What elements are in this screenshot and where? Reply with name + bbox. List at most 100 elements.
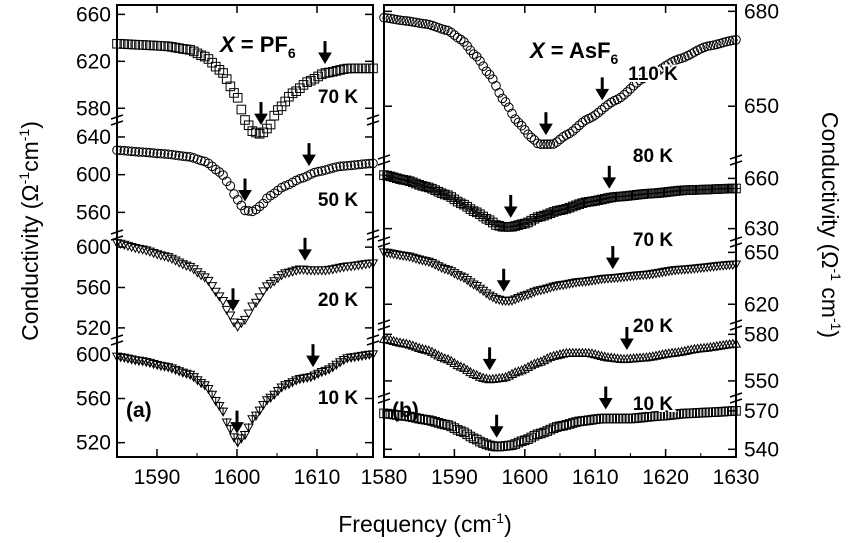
data-point bbox=[449, 30, 460, 40]
temperature-label: 110 K bbox=[628, 64, 678, 85]
data-point bbox=[407, 253, 418, 263]
data-point bbox=[218, 68, 228, 78]
data-point bbox=[686, 344, 697, 354]
x-tick-label: 1600 bbox=[214, 466, 261, 489]
data-point bbox=[243, 309, 254, 319]
data-point bbox=[686, 408, 697, 419]
y-tick-label: 540 bbox=[744, 438, 779, 461]
data-point bbox=[170, 150, 181, 160]
panel-frames bbox=[116, 4, 737, 458]
panel-b-title: X = AsF6 bbox=[528, 38, 619, 67]
data-point bbox=[298, 265, 309, 275]
data-point bbox=[240, 205, 250, 216]
data-point bbox=[133, 244, 145, 255]
data-point bbox=[484, 440, 495, 451]
feature-arrow-head bbox=[238, 189, 252, 202]
data-point bbox=[430, 417, 440, 427]
y-tick-label: 680 bbox=[744, 0, 779, 23]
panel-b: 1580 1590 1600 1610 1620 1630 650 680 110 K 630 66… bbox=[361, 0, 779, 489]
y-tick-label: 580 bbox=[76, 97, 111, 120]
data-point bbox=[440, 419, 450, 430]
data-point bbox=[229, 88, 239, 98]
data-point bbox=[532, 357, 543, 367]
data-point bbox=[567, 279, 578, 289]
data-point bbox=[210, 287, 221, 298]
data-point bbox=[236, 434, 247, 444]
data-point bbox=[163, 41, 173, 52]
x-tick-label: 1610 bbox=[294, 466, 341, 489]
feature-arrow-head bbox=[539, 123, 553, 136]
data-point bbox=[391, 336, 402, 346]
data-point bbox=[526, 432, 537, 443]
data-point bbox=[513, 117, 524, 128]
data-point bbox=[647, 269, 658, 280]
data-point bbox=[526, 132, 537, 143]
data-point bbox=[404, 16, 415, 27]
data-point bbox=[353, 159, 364, 170]
data-point bbox=[122, 241, 134, 252]
trace-80k: 630 660 80 K bbox=[377, 144, 779, 241]
data-point bbox=[291, 86, 301, 97]
data-point bbox=[240, 115, 250, 125]
data-point bbox=[152, 148, 163, 159]
y-axis-title-right: Conductivity (Ω-1 cm-1) bbox=[817, 112, 844, 338]
data-point bbox=[163, 253, 174, 263]
y-tick-label: 630 bbox=[744, 218, 779, 241]
data-point bbox=[166, 254, 178, 264]
data-point bbox=[141, 246, 152, 256]
data-point bbox=[181, 44, 192, 55]
data-point bbox=[258, 287, 269, 297]
data-point bbox=[714, 340, 726, 350]
data-point bbox=[625, 84, 636, 94]
data-point bbox=[185, 152, 195, 162]
data-point bbox=[545, 351, 556, 361]
data-point bbox=[554, 349, 566, 359]
data-point bbox=[309, 371, 320, 381]
data-point bbox=[679, 345, 690, 355]
data-point bbox=[494, 295, 505, 305]
data-point bbox=[420, 256, 431, 267]
data-point bbox=[660, 348, 671, 358]
data-point bbox=[167, 42, 177, 52]
data-point bbox=[398, 15, 409, 26]
data-point bbox=[360, 159, 371, 169]
data-point bbox=[134, 147, 144, 157]
data-point bbox=[586, 348, 598, 358]
data-point bbox=[207, 161, 217, 172]
data-point bbox=[532, 429, 543, 440]
data-point bbox=[394, 337, 406, 347]
panel-b-letter: (b) bbox=[392, 399, 419, 422]
data-point bbox=[174, 43, 184, 54]
data-point bbox=[410, 254, 422, 264]
data-point bbox=[276, 101, 287, 112]
data-point bbox=[276, 383, 287, 393]
trace-110k: 650 680 110 K bbox=[379, 0, 779, 149]
data-point bbox=[313, 166, 323, 177]
data-point bbox=[497, 93, 508, 104]
data-point bbox=[632, 77, 642, 88]
data-point bbox=[338, 64, 349, 74]
data-point bbox=[388, 335, 399, 345]
data-point bbox=[542, 139, 553, 149]
data-point bbox=[724, 36, 735, 46]
data-point bbox=[456, 34, 466, 45]
data-point bbox=[225, 311, 236, 321]
data-point bbox=[474, 284, 486, 295]
data-point bbox=[167, 149, 177, 160]
y-tick-label: 620 bbox=[76, 50, 111, 73]
data-point bbox=[272, 274, 284, 284]
data-point bbox=[417, 343, 428, 353]
data-point bbox=[516, 436, 527, 447]
data-point bbox=[542, 353, 553, 363]
data-point bbox=[542, 426, 553, 436]
data-point bbox=[689, 408, 700, 418]
data-point bbox=[628, 413, 639, 424]
data-point bbox=[654, 268, 665, 279]
data-point bbox=[243, 206, 254, 216]
data-point bbox=[408, 17, 418, 27]
trace-70k: 620 650 70 K bbox=[377, 228, 779, 316]
data-point bbox=[446, 27, 457, 38]
data-point bbox=[510, 114, 521, 124]
data-point bbox=[481, 66, 492, 76]
data-point bbox=[545, 283, 556, 293]
